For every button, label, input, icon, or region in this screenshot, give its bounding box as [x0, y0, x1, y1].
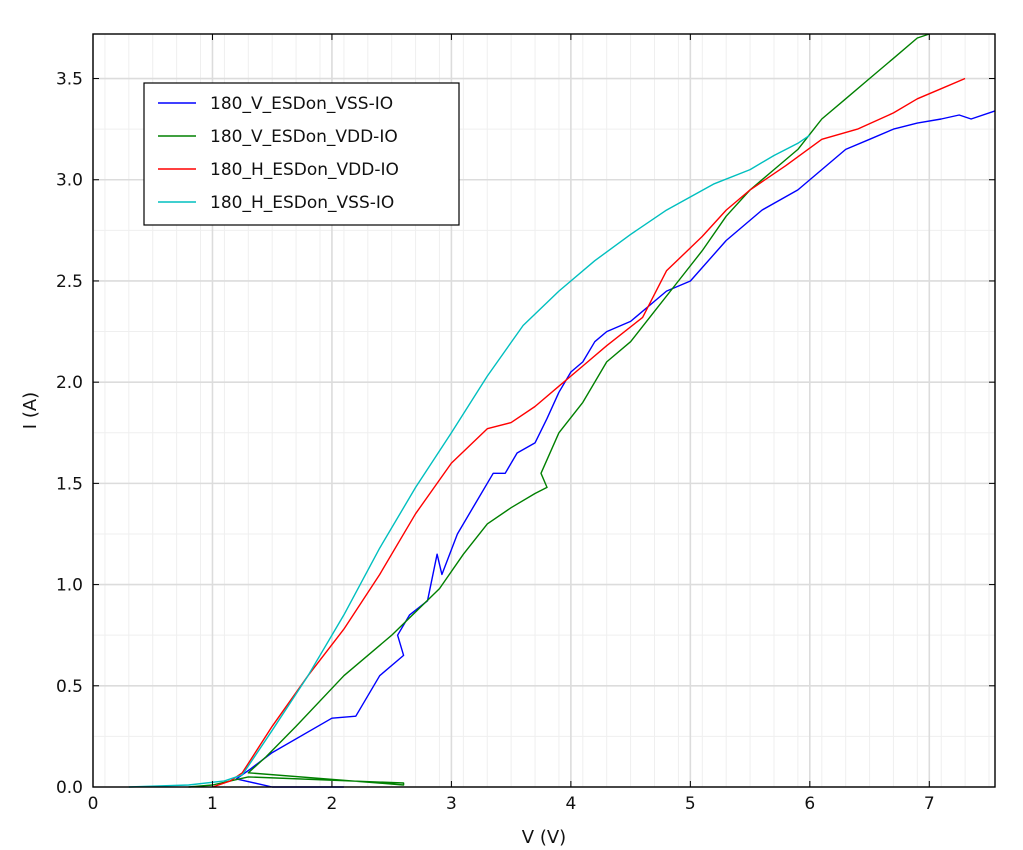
y-tick-label: 0.0 — [56, 778, 83, 798]
y-tick-label: 1.5 — [56, 474, 83, 494]
y-tick-label: 1.0 — [56, 576, 83, 596]
x-axis-label: V (V) — [522, 827, 566, 848]
x-tick-label: 2 — [327, 794, 338, 814]
y-tick-label: 0.5 — [56, 677, 83, 697]
legend-box — [143, 82, 460, 226]
plot-frame — [92, 33, 996, 788]
x-tick-label: 1 — [207, 794, 218, 814]
y-tick-label: 3.0 — [56, 171, 83, 191]
series-line — [235, 110, 996, 788]
legend-label: 180_V_ESDon_VDD-IO — [210, 127, 398, 147]
legend-label: 180_H_ESDon_VDD-IO — [210, 160, 399, 180]
y-axis-label: I (A) — [20, 392, 41, 429]
x-tick-label: 6 — [804, 794, 815, 814]
x-tick-label: 5 — [685, 794, 696, 814]
series-line — [212, 77, 966, 788]
series-line — [128, 134, 811, 788]
y-tick-label: 2.0 — [56, 373, 83, 393]
x-tick-label: 0 — [88, 794, 99, 814]
legend-label: 180_V_ESDon_VSS-IO — [210, 94, 393, 114]
legend-label: 180_H_ESDon_VSS-IO — [210, 193, 394, 213]
y-tick-label: 2.5 — [56, 272, 83, 292]
series-line — [188, 33, 930, 788]
x-tick-label: 7 — [924, 794, 935, 814]
y-tick-label: 3.5 — [56, 70, 83, 90]
x-tick-label: 4 — [565, 794, 576, 814]
ticks: 0 1 2 3 4 5 6 7 0.0 0.5 1.0 1.5 2.0 2.5 3.0 3.5 — [56, 34, 995, 814]
legend: 180_V_ESDon_VSS-IO 180_V_ESDon_VDD-IO 180_… — [143, 82, 460, 226]
x-tick-label: 3 — [446, 794, 457, 814]
series-layer — [128, 33, 996, 788]
